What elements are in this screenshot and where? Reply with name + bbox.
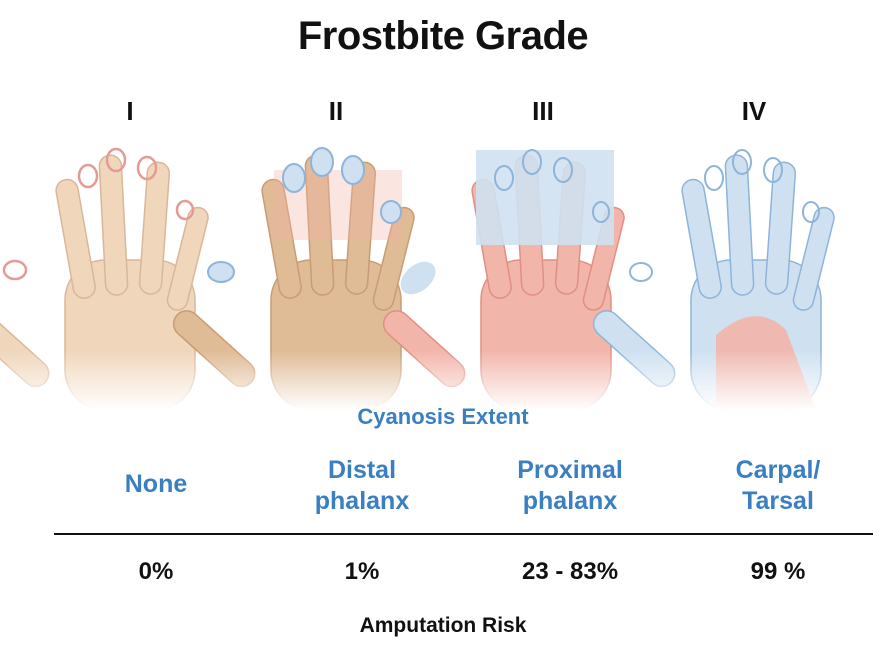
risk-grade-2: 1% [344,558,380,585]
page-title: Frostbite Grade [297,14,589,58]
grade-label-3: III [532,96,554,126]
extent-grade-1: None [56,469,256,500]
hand-grade-3-icon [377,149,627,410]
divider-line [54,533,873,535]
risk-grade-4: 99 % [750,558,806,585]
extent-grade-4-line-2: Tarsal [742,487,814,515]
grade-label-1: I [126,96,134,126]
grade-label-4: IV [741,96,767,126]
grade-label-2: II [328,96,344,126]
hand-grade-2-icon [167,147,417,410]
extent-grade-2-line-2: phalanx [314,487,410,515]
extent-grade-4: Carpal/ Tarsal [678,455,878,517]
extent-grade-1-line-1: None [124,470,188,498]
extent-grade-2-line-1: Distal [327,456,397,484]
extent-grade-4-line-1: Carpal/ [735,456,821,484]
extent-grade-3-line-1: Proximal [517,456,623,484]
extent-grade-3: Proximal phalanx [470,455,670,517]
hands-illustration [0,147,886,410]
amputation-risk-heading: Amputation Risk [359,614,527,637]
extent-grade-2: Distal phalanx [262,455,462,517]
extent-grade-3-line-2: phalanx [522,487,618,515]
risk-grade-1: 0% [138,558,174,585]
hand-grade-1-icon [0,147,211,410]
risk-grade-3: 23 - 83% [521,558,619,585]
cyanosis-extent-heading: Cyanosis Extent [357,404,529,429]
